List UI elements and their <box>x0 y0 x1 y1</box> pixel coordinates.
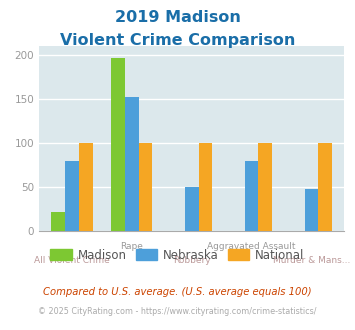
Bar <box>139 143 153 231</box>
Bar <box>65 161 79 231</box>
Bar <box>125 97 139 231</box>
Text: Compared to U.S. average. (U.S. average equals 100): Compared to U.S. average. (U.S. average … <box>43 287 312 297</box>
Text: Rape: Rape <box>120 242 143 251</box>
Text: Murder & Mans...: Murder & Mans... <box>273 256 350 265</box>
Text: Aggravated Assault: Aggravated Assault <box>207 242 296 251</box>
Bar <box>111 58 125 231</box>
Bar <box>245 161 258 231</box>
Text: © 2025 CityRating.com - https://www.cityrating.com/crime-statistics/: © 2025 CityRating.com - https://www.city… <box>38 307 317 316</box>
Bar <box>79 143 93 231</box>
Bar <box>305 189 318 231</box>
Bar <box>51 212 65 231</box>
Text: 2019 Madison: 2019 Madison <box>115 10 240 25</box>
Legend: Madison, Nebraska, National: Madison, Nebraska, National <box>45 244 310 266</box>
Bar <box>198 143 212 231</box>
Text: All Violent Crime: All Violent Crime <box>34 256 110 265</box>
Bar <box>318 143 332 231</box>
Bar <box>185 187 198 231</box>
Text: Violent Crime Comparison: Violent Crime Comparison <box>60 33 295 48</box>
Text: Robbery: Robbery <box>173 256 211 265</box>
Bar <box>258 143 272 231</box>
